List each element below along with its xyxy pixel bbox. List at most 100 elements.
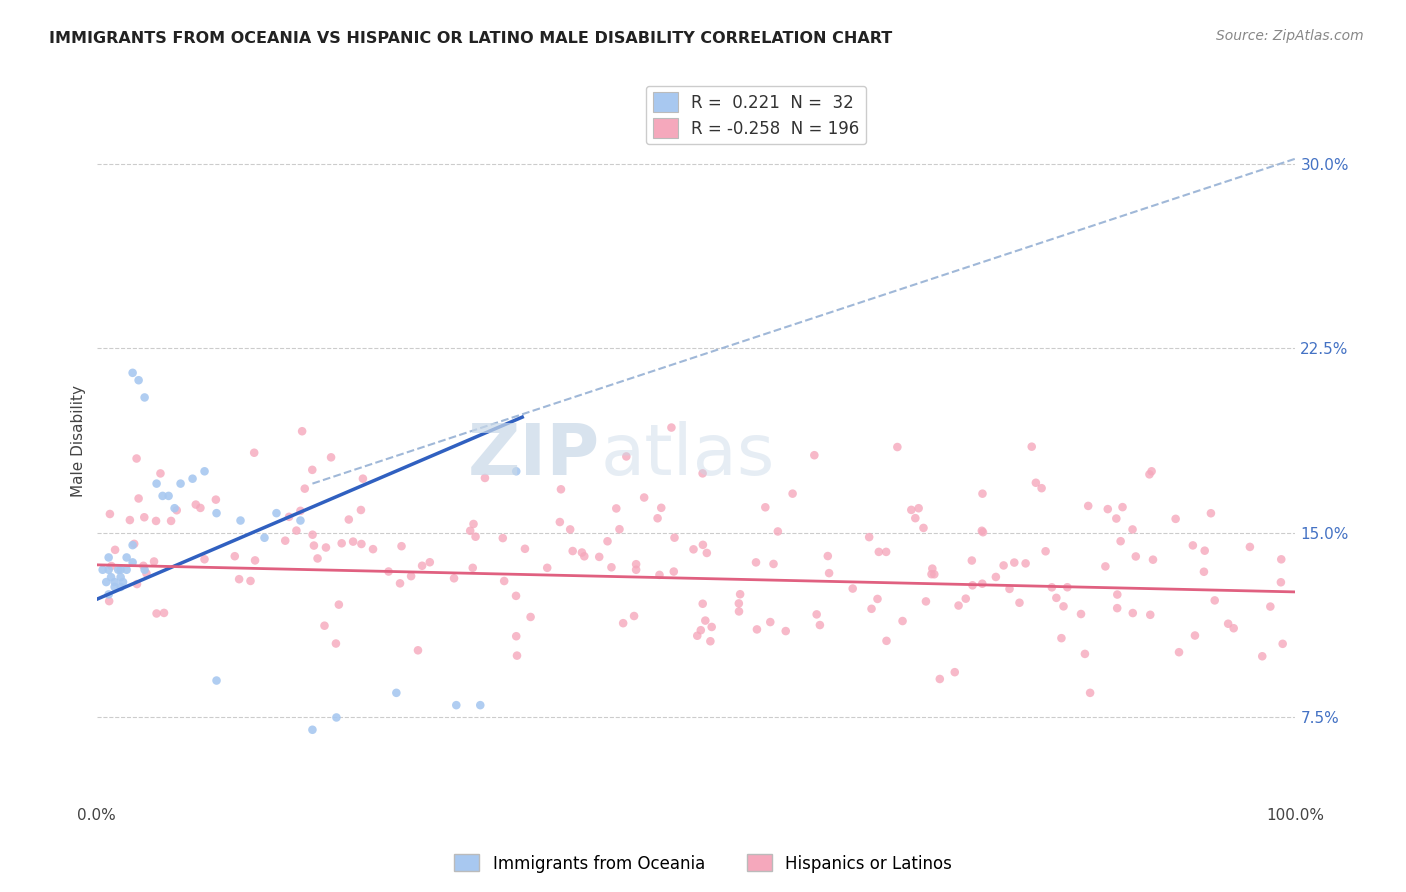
Point bbox=[104, 575, 127, 590]
Text: Source: ZipAtlas.com: Source: ZipAtlas.com bbox=[1216, 29, 1364, 43]
Point bbox=[806, 607, 828, 622]
Point bbox=[115, 550, 138, 565]
Point bbox=[609, 522, 631, 536]
Point bbox=[948, 599, 970, 613]
Point bbox=[350, 537, 373, 551]
Point bbox=[446, 698, 468, 713]
Point bbox=[1111, 500, 1133, 515]
Point bbox=[1040, 580, 1063, 594]
Point bbox=[160, 514, 183, 528]
Point bbox=[337, 512, 360, 526]
Point bbox=[574, 549, 596, 564]
Point bbox=[993, 558, 1015, 573]
Point bbox=[411, 558, 433, 573]
Text: IMMIGRANTS FROM OCEANIA VS HISPANIC OR LATINO MALE DISABILITY CORRELATION CHART: IMMIGRANTS FROM OCEANIA VS HISPANIC OR L… bbox=[49, 31, 893, 46]
Point bbox=[560, 523, 582, 537]
Point bbox=[803, 448, 825, 462]
Point bbox=[686, 629, 709, 643]
Point bbox=[1052, 599, 1074, 614]
Legend: R =  0.221  N =  32, R = -0.258  N = 196: R = 0.221 N = 32, R = -0.258 N = 196 bbox=[645, 86, 866, 145]
Point bbox=[205, 492, 228, 507]
Point bbox=[728, 587, 751, 601]
Point bbox=[143, 554, 166, 568]
Point bbox=[1025, 475, 1047, 490]
Point bbox=[561, 544, 583, 558]
Point bbox=[875, 545, 897, 559]
Point bbox=[536, 561, 558, 575]
Point bbox=[633, 491, 655, 505]
Point bbox=[612, 616, 634, 631]
Point bbox=[328, 598, 350, 612]
Point bbox=[278, 509, 301, 524]
Point bbox=[1204, 593, 1226, 607]
Point bbox=[190, 500, 212, 515]
Point bbox=[128, 491, 150, 506]
Point bbox=[762, 557, 785, 571]
Point bbox=[100, 570, 122, 584]
Point bbox=[315, 541, 337, 555]
Point bbox=[112, 575, 135, 590]
Point bbox=[290, 504, 312, 518]
Point bbox=[550, 483, 572, 497]
Point bbox=[492, 531, 515, 545]
Point bbox=[605, 501, 627, 516]
Point bbox=[1122, 523, 1144, 537]
Point bbox=[128, 373, 150, 387]
Point bbox=[121, 538, 143, 552]
Point bbox=[808, 618, 831, 632]
Point bbox=[325, 710, 347, 724]
Point bbox=[1008, 596, 1031, 610]
Point bbox=[1021, 440, 1043, 454]
Point bbox=[91, 563, 114, 577]
Point bbox=[904, 511, 927, 525]
Point bbox=[650, 500, 672, 515]
Point bbox=[352, 472, 374, 486]
Point bbox=[1270, 552, 1292, 566]
Point bbox=[970, 524, 993, 538]
Legend: Immigrants from Oceania, Hispanics or Latinos: Immigrants from Oceania, Hispanics or La… bbox=[447, 847, 959, 880]
Point bbox=[145, 514, 167, 528]
Text: atlas: atlas bbox=[600, 420, 775, 490]
Point bbox=[1107, 601, 1129, 615]
Point bbox=[1164, 512, 1187, 526]
Point bbox=[330, 536, 353, 550]
Point bbox=[696, 546, 718, 560]
Point bbox=[818, 566, 841, 581]
Point bbox=[1192, 565, 1215, 579]
Point bbox=[121, 555, 143, 569]
Point bbox=[1109, 534, 1132, 549]
Point bbox=[461, 561, 484, 575]
Point bbox=[1094, 559, 1116, 574]
Point bbox=[1184, 628, 1206, 642]
Point bbox=[759, 615, 782, 629]
Point bbox=[600, 560, 623, 574]
Point bbox=[463, 516, 485, 531]
Point bbox=[928, 672, 950, 686]
Point bbox=[998, 582, 1021, 596]
Point bbox=[181, 472, 204, 486]
Point bbox=[98, 507, 121, 521]
Point bbox=[1122, 606, 1144, 620]
Point bbox=[399, 569, 422, 583]
Point bbox=[972, 486, 994, 500]
Point bbox=[166, 503, 188, 517]
Point bbox=[1199, 506, 1222, 520]
Point bbox=[122, 537, 145, 551]
Point bbox=[1194, 543, 1216, 558]
Point bbox=[1218, 616, 1240, 631]
Point bbox=[1140, 464, 1163, 478]
Point bbox=[152, 489, 174, 503]
Point bbox=[1105, 511, 1128, 525]
Point bbox=[782, 486, 804, 500]
Point bbox=[766, 524, 789, 539]
Point bbox=[662, 565, 685, 579]
Point bbox=[110, 563, 132, 577]
Point bbox=[274, 533, 297, 548]
Point bbox=[342, 534, 364, 549]
Point bbox=[494, 574, 516, 588]
Point bbox=[972, 525, 994, 540]
Point bbox=[955, 591, 977, 606]
Point bbox=[1142, 552, 1164, 566]
Point bbox=[134, 563, 156, 577]
Point bbox=[1074, 647, 1097, 661]
